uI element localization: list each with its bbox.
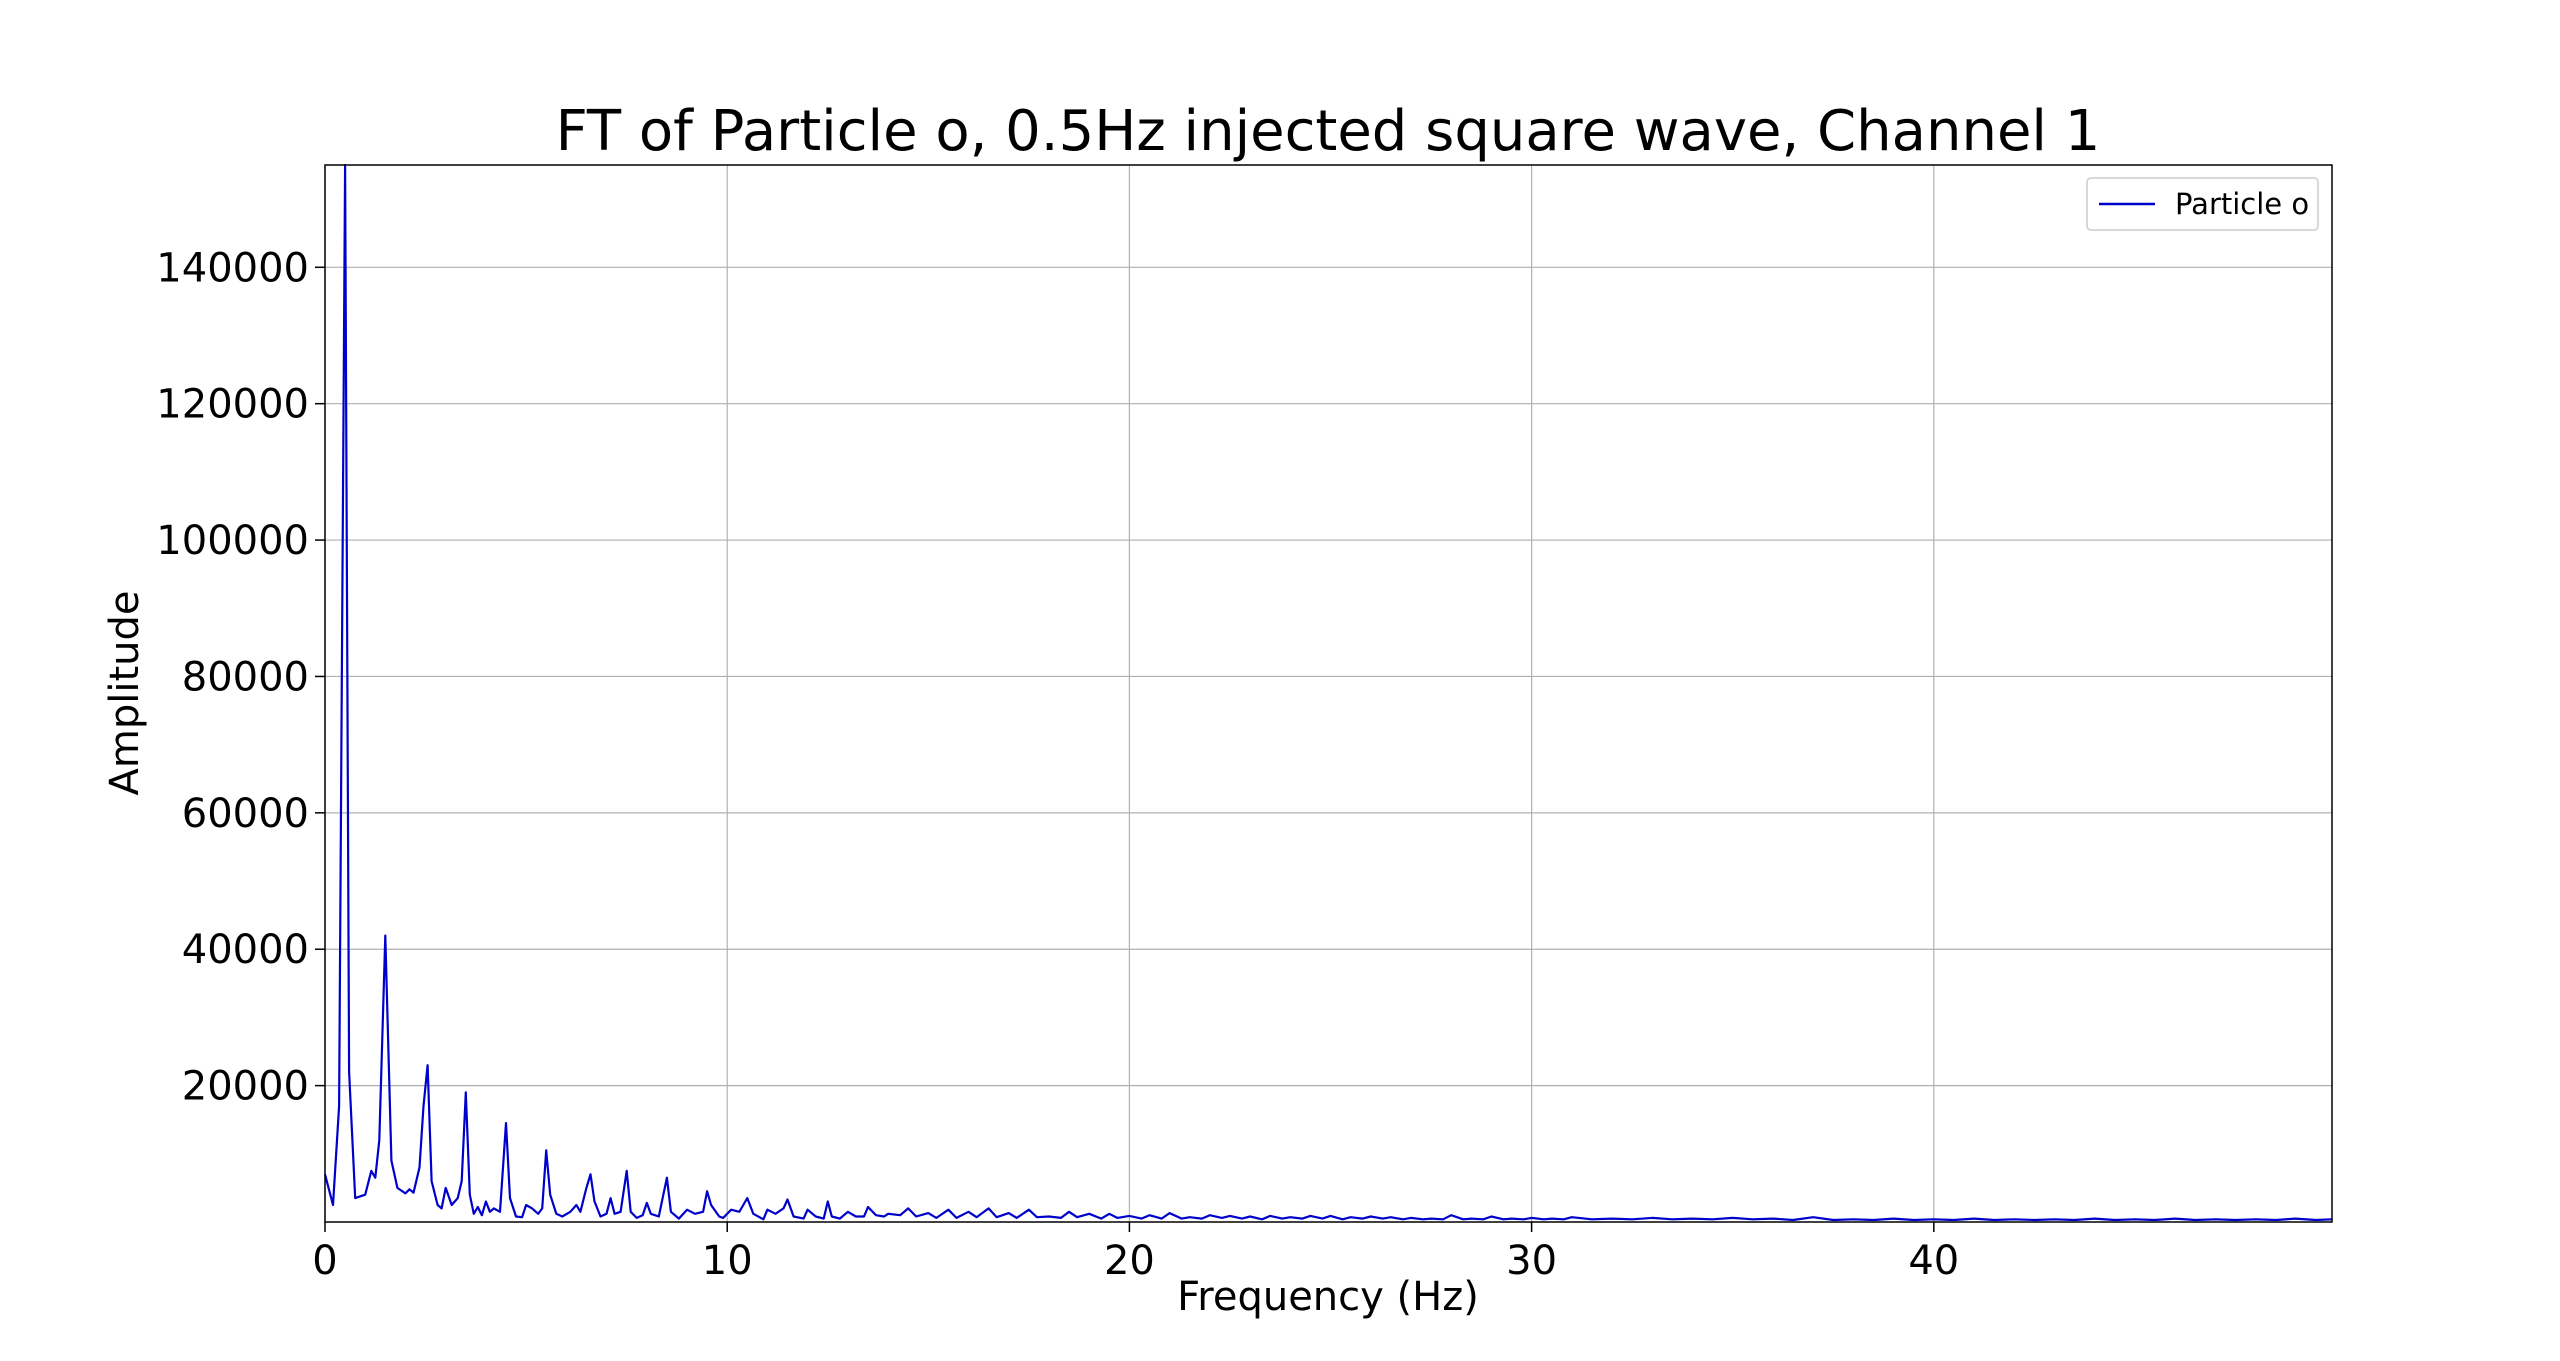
plot-frame [324, 164, 2333, 1223]
y-axis-label: Amplitude [102, 591, 148, 796]
x-tick-label: 30 [1506, 1238, 1557, 1284]
series-line-particle-o [323, 163, 2333, 1222]
x-tick-label: 20 [1104, 1238, 1155, 1284]
chart-title: FT of Particle o, 0.5Hz injected square … [556, 99, 2101, 164]
y-tick-label: 60000 [182, 791, 309, 837]
legend-box [2086, 177, 2319, 231]
y-tick-label: 20000 [182, 1064, 309, 1110]
y-tick-label: 40000 [182, 927, 309, 973]
x-tick-label: 0 [312, 1238, 337, 1284]
legend-label: Particle o [2175, 187, 2309, 221]
x-tick-label: 40 [1908, 1238, 1959, 1284]
y-tick-label: 140000 [156, 245, 309, 291]
x-axis-label: Frequency (Hz) [1177, 1274, 1479, 1320]
y-axis-ticks: 20000 40000 60000 80000 100000 120000 140000 [156, 245, 325, 1110]
series-layer [323, 163, 2333, 1222]
legend: Particle o [2086, 177, 2319, 231]
y-tick-label: 120000 [156, 382, 309, 428]
y-tick-label: 80000 [182, 654, 309, 700]
y-tick-label: 100000 [156, 518, 309, 564]
x-tick-label: 10 [702, 1238, 753, 1284]
grid-layer [324, 165, 2332, 1222]
x-axis-ticks: 0 10 20 30 40 [312, 1222, 1959, 1284]
